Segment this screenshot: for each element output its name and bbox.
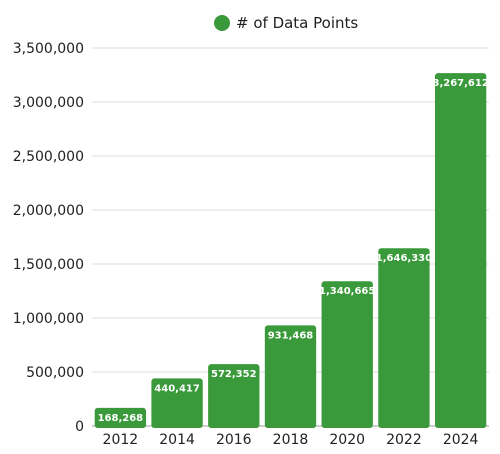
x-tick-label: 2020 <box>329 432 365 448</box>
bar-data-label: 1,646,330 <box>376 253 432 264</box>
legend-label: # of Data Points <box>236 14 358 32</box>
x-tick-label: 2018 <box>273 432 309 448</box>
y-tick-label: 2,000,000 <box>13 203 84 219</box>
bar-data-label: 572,352 <box>211 369 257 380</box>
y-axis-ticks: 0 500,000 1,000,000 1,500,000 2,000,000 2,500… <box>13 41 84 435</box>
bar-data-label: 168,268 <box>98 413 144 424</box>
y-tick-label: 2,500,000 <box>13 149 84 165</box>
y-tick-label: 3,500,000 <box>13 41 84 57</box>
bar <box>434 73 487 428</box>
y-tick-label: 1,000,000 <box>13 311 84 327</box>
bar <box>151 378 203 428</box>
bar-data-label: 3,267,612 <box>432 78 488 89</box>
bar-layer: 168,268 440,417 572,352 931,468 1,340,665 1,6… <box>94 73 489 428</box>
y-tick-label: 0 <box>75 419 84 435</box>
y-tick-label: 1,500,000 <box>13 257 84 273</box>
bar <box>94 407 147 428</box>
grid-layer <box>92 47 489 427</box>
bar-data-label: 931,468 <box>268 330 314 341</box>
bar-data-label: 440,417 <box>154 383 200 394</box>
bar <box>321 281 373 428</box>
x-axis-ticks: 2012 2014 2016 2018 2020 2022 2024 <box>103 432 479 448</box>
bar-data-label: 1,340,665 <box>319 286 375 297</box>
x-tick-label: 2016 <box>216 432 252 448</box>
bar <box>264 325 317 428</box>
bar <box>208 364 260 428</box>
legend: # of Data Points <box>214 14 358 32</box>
y-tick-label: 3,000,000 <box>13 95 84 111</box>
x-tick-label: 2014 <box>159 432 195 448</box>
legend-marker <box>214 15 230 31</box>
x-tick-label: 2024 <box>443 432 479 448</box>
x-tick-label: 2012 <box>103 432 139 448</box>
bar <box>378 248 430 428</box>
x-tick-label: 2022 <box>386 432 422 448</box>
y-tick-label: 500,000 <box>26 365 84 381</box>
